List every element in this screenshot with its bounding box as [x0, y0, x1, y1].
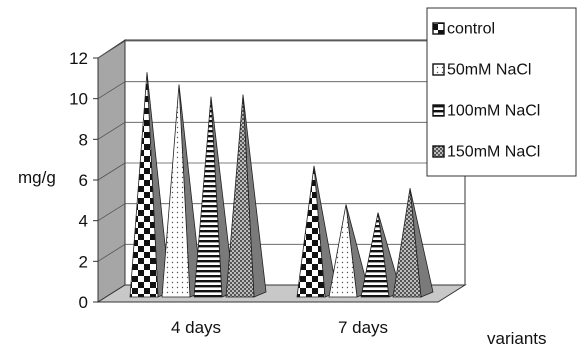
pyramid-marks [129, 72, 434, 298]
x-axis-title: variants [487, 329, 547, 348]
legend-label: 100mM NaCl [447, 103, 540, 120]
gridline-side [97, 121, 126, 140]
pyramid-front-face [129, 72, 159, 298]
y-tick-label: 6 [79, 171, 88, 190]
y-axis-title: mg/g [18, 168, 56, 187]
pyramid-1-2 [296, 165, 338, 298]
gridline-side [97, 81, 126, 100]
y-tick-label: 12 [69, 49, 88, 68]
legend-label: control [447, 21, 495, 38]
legend-swatch [432, 63, 445, 76]
pyramid-front-face [225, 94, 255, 298]
legend-label: 150mM NaCl [447, 144, 540, 161]
pyramid-front-face [392, 188, 422, 298]
gridline-side [97, 40, 126, 59]
y-tick-label: 2 [79, 252, 88, 271]
x-axis-categories: 4 days 7 days [171, 318, 388, 337]
y-axis-ticks: 0 2 4 6 8 10 12 [69, 49, 98, 312]
y-tick-label: 0 [79, 293, 88, 312]
pyramid-front-face [360, 212, 390, 298]
pyramid-front-face [193, 96, 223, 298]
pyramid-4-1 [225, 94, 267, 298]
x-category-label: 7 days [338, 318, 388, 337]
pyramid-1-1 [129, 72, 171, 298]
legend-item: 50mM NaCl [432, 62, 531, 79]
gridline-side [97, 162, 126, 181]
legend-swatch [432, 145, 445, 158]
legend-swatch [432, 104, 445, 117]
pyramid-front-face [161, 84, 191, 298]
gridline-side [97, 203, 126, 222]
chart-side-wall [97, 39, 126, 303]
y-tick-label: 4 [79, 212, 88, 231]
pyramid-front-face [296, 165, 326, 298]
legend-item: control [432, 21, 495, 38]
legend-label: 50mM NaCl [447, 62, 531, 79]
pyramid-4-2 [392, 188, 434, 298]
y-tick-label: 8 [79, 130, 88, 149]
x-category-label: 4 days [171, 318, 221, 337]
legend: control 50mM NaCl 100mM NaCl 150mM NaCl [426, 7, 577, 177]
pyramid-front-face [328, 204, 358, 298]
gridline-side [97, 243, 126, 262]
legend-swatch [432, 22, 445, 35]
pyramid-2-2 [328, 204, 370, 298]
y-tick-label: 10 [69, 90, 88, 109]
legend-item: 150mM NaCl [432, 144, 540, 161]
legend-box [426, 7, 577, 177]
legend-item: 100mM NaCl [432, 103, 540, 120]
